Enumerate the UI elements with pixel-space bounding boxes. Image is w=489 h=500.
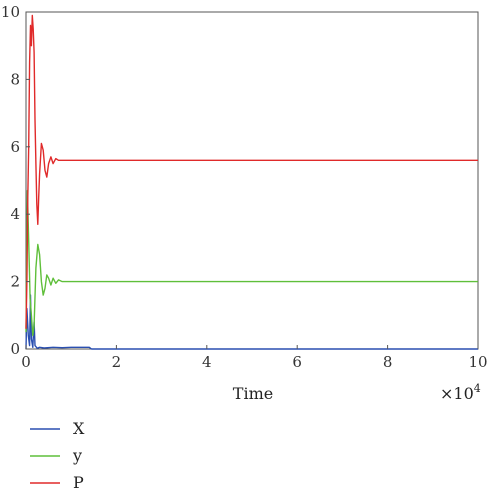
legend-label-y: y <box>72 446 82 465</box>
series-line-p <box>25 14 478 329</box>
legend-label-x: X <box>73 419 85 438</box>
x-tick-label: 2 <box>112 353 122 371</box>
x-tick-label: 8 <box>383 353 393 371</box>
x-axis-multiplier: ×104 <box>440 382 481 403</box>
legend-label-p: P <box>73 473 84 492</box>
y-tick-label: 8 <box>10 70 20 88</box>
y-tick-label: 0 <box>10 340 20 358</box>
y-tick-label: 6 <box>10 138 20 156</box>
series-line-x <box>25 294 478 350</box>
x-axis-label: Time <box>233 384 273 403</box>
series-layer <box>25 14 478 350</box>
y-tick-label: 4 <box>10 205 20 223</box>
plot-area <box>25 11 479 350</box>
plot-frame <box>25 11 479 350</box>
x-tick-label: 4 <box>202 353 212 371</box>
ticks-layer: 0 2 4 6 8 10 0 2 4 6 8 10 <box>1 3 488 371</box>
y-tick-label: 10 <box>1 3 20 21</box>
legend: XyP <box>30 419 85 492</box>
x-tick-label: 6 <box>292 353 302 371</box>
series-line-y <box>25 189 478 337</box>
x-axis-multiplier-exponent: 4 <box>474 382 481 395</box>
y-tick-label: 2 <box>10 273 20 291</box>
x-axis-multiplier-base: ×10 <box>440 384 474 403</box>
x-tick-label: 0 <box>21 353 31 371</box>
x-tick-label: 10 <box>468 353 487 371</box>
